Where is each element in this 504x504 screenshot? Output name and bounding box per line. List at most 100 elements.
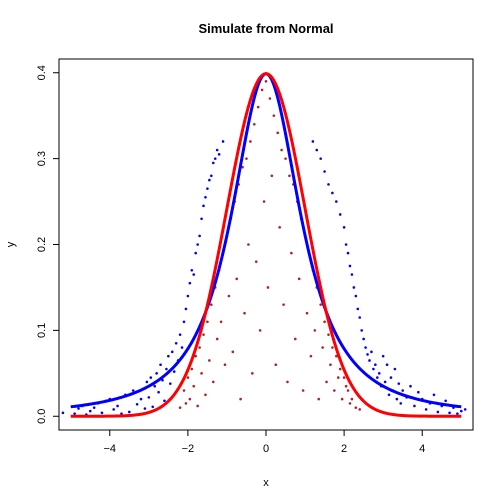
y-tick-label-4: 0.4 [36,65,48,80]
series-0-point-20 [143,407,147,410]
series-1-point-4 [188,397,192,401]
series-0-point-42 [186,294,190,298]
series-1-point-35 [249,140,252,143]
series-0-point-30 [163,399,166,403]
series-1-point-44 [266,286,270,289]
series-0-point-72 [350,273,354,276]
series-0-point-59 [221,140,225,143]
series-0-point-23 [149,376,153,379]
series-0-point-69 [344,243,348,246]
series-0-point-79 [364,346,367,349]
plot-area [58,58,474,431]
series-1-point-70 [317,397,321,401]
series-0-point-5 [88,409,92,413]
series-1-point-33 [245,157,248,160]
series-1-point-37 [252,122,256,126]
series-1-point-30 [239,397,242,401]
series-1-point-62 [301,389,305,392]
series-0-point-40 [182,320,186,324]
series-1-point-0 [178,406,182,409]
series-0-point-45 [192,273,196,276]
series-1-point-41 [260,88,264,92]
y-tick-label-3: 0.3 [36,151,48,166]
series-1-point-46 [270,174,274,178]
series-0-point-35 [172,370,176,373]
series-0-point-83 [372,367,375,371]
chart-title: Simulate from Normal [198,21,333,36]
series-0-point-21 [145,380,149,384]
series-0-point-39 [180,346,184,349]
plot-frame [58,58,474,431]
series-0-point-86 [377,372,381,375]
series-1-point-84 [344,384,348,388]
y-tick-label-2: 0.2 [36,237,48,252]
series-0-point-67 [338,213,342,216]
series-0-point-95 [395,397,399,401]
series-1-point-68 [313,329,317,332]
series-0-point-41 [184,307,188,311]
series-1-point-32 [243,311,246,315]
y-axis-title: y [5,241,17,247]
series-0-point-65 [331,191,334,195]
x-tick-label-2: 0 [263,443,269,455]
series-0-point-96 [397,382,401,385]
series-1-point-80 [336,376,340,379]
series-0-point-25 [153,384,156,388]
series-0-point-34 [170,350,174,354]
series-1-point-2 [184,402,188,405]
series-0-point-81 [368,359,371,362]
series-1-point-39 [256,105,260,109]
series-1-point-9 [198,346,201,349]
series-1-point-75 [327,333,330,336]
series-1-point-85 [346,389,350,392]
series-1-point-3 [186,376,190,379]
series-1-point-66 [309,354,313,358]
series-0-point-70 [346,251,350,255]
series-0-point-62 [319,157,322,160]
series-1-point-6 [192,384,196,388]
series-0-point-27 [157,390,160,394]
series-0-point-89 [383,380,387,384]
series-0-point-60 [311,140,315,143]
x-axis-title: x [263,477,269,489]
series-1-points [178,80,362,411]
series-0-point-47 [196,243,199,246]
series-0-point-113 [459,409,463,413]
series-0-point-12 [116,404,119,408]
series-0-point-43 [188,281,192,285]
series-0-point-55 [211,161,215,165]
series-0-point-102 [417,390,420,394]
series-1-point-43 [264,80,268,83]
series-1-point-64 [305,311,309,315]
series-0-point-68 [342,226,346,229]
series-1-point-53 [284,157,287,160]
series-1-point-14 [208,359,211,362]
series-1-point-26 [231,350,235,354]
series-0-line [70,72,462,409]
series-0-point-56 [213,157,217,160]
series-0-point-110 [448,411,451,415]
series-1-point-58 [293,337,297,341]
series-1-point-40 [258,329,262,332]
series-0-point-97 [399,402,403,405]
series-1-point-78 [333,389,336,392]
series-1-point-47 [272,114,276,117]
series-1-point-87 [350,397,354,401]
series-1-point-50 [278,226,281,229]
series-1-point-83 [342,376,346,379]
series-0-point-11 [112,408,115,411]
series-0-point-88 [381,354,385,358]
series-1-point-49 [276,131,280,135]
series-0-point-33 [169,382,172,385]
series-0-point-91 [387,393,391,397]
series-0-point-1 [73,412,76,415]
series-1-point-60 [297,277,301,281]
series-0-point-46 [194,251,197,255]
series-1-point-7 [194,354,197,358]
series-0-point-32 [167,354,170,358]
series-1-point-73 [323,320,326,324]
series-0-point-16 [131,389,135,392]
series-0-point-82 [370,350,373,354]
series-1-point-36 [251,372,254,375]
series-0-point-24 [151,405,155,409]
